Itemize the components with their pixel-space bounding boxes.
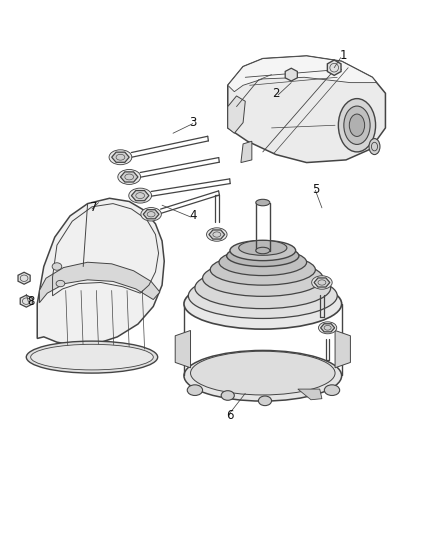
Ellipse shape [318, 322, 337, 334]
Ellipse shape [338, 99, 375, 152]
Polygon shape [327, 60, 341, 75]
Ellipse shape [258, 396, 272, 406]
Ellipse shape [369, 139, 380, 155]
Polygon shape [175, 330, 191, 368]
Text: 1: 1 [340, 50, 348, 62]
Ellipse shape [56, 280, 65, 287]
Ellipse shape [256, 247, 270, 254]
Ellipse shape [210, 254, 315, 285]
Polygon shape [314, 278, 330, 287]
Ellipse shape [184, 278, 342, 329]
Ellipse shape [344, 106, 370, 144]
Text: 8: 8 [27, 295, 34, 308]
Ellipse shape [195, 267, 331, 309]
Polygon shape [228, 56, 377, 92]
Ellipse shape [239, 240, 287, 255]
Polygon shape [321, 324, 335, 332]
Text: 6: 6 [226, 409, 234, 422]
Ellipse shape [324, 385, 340, 395]
Polygon shape [285, 68, 297, 81]
Ellipse shape [256, 199, 270, 206]
Polygon shape [228, 96, 245, 133]
Ellipse shape [230, 240, 296, 261]
Ellipse shape [221, 391, 234, 400]
Ellipse shape [31, 344, 153, 370]
Ellipse shape [118, 169, 141, 184]
Polygon shape [20, 295, 32, 307]
Polygon shape [209, 230, 225, 239]
Ellipse shape [187, 385, 202, 395]
Text: 2: 2 [272, 87, 280, 100]
Polygon shape [228, 56, 385, 163]
Ellipse shape [129, 188, 152, 203]
Polygon shape [298, 389, 322, 400]
Ellipse shape [184, 351, 342, 401]
Ellipse shape [52, 263, 62, 270]
Ellipse shape [227, 245, 299, 266]
Ellipse shape [26, 341, 158, 373]
Ellipse shape [219, 249, 307, 276]
Text: 5: 5 [312, 183, 319, 196]
Polygon shape [39, 262, 160, 303]
Polygon shape [335, 330, 350, 368]
Ellipse shape [109, 150, 132, 165]
Ellipse shape [312, 276, 332, 289]
Polygon shape [131, 190, 149, 201]
Polygon shape [37, 198, 164, 345]
Text: 7: 7 [90, 201, 98, 214]
Polygon shape [143, 209, 159, 219]
Ellipse shape [188, 273, 337, 318]
Polygon shape [112, 152, 129, 163]
Polygon shape [120, 172, 138, 182]
Text: 4: 4 [189, 209, 197, 222]
Ellipse shape [141, 207, 161, 221]
Ellipse shape [191, 351, 335, 395]
Text: 3: 3 [189, 116, 196, 129]
Ellipse shape [202, 260, 323, 296]
Ellipse shape [207, 228, 227, 241]
Polygon shape [18, 272, 30, 284]
Ellipse shape [349, 114, 364, 136]
Polygon shape [241, 141, 252, 163]
